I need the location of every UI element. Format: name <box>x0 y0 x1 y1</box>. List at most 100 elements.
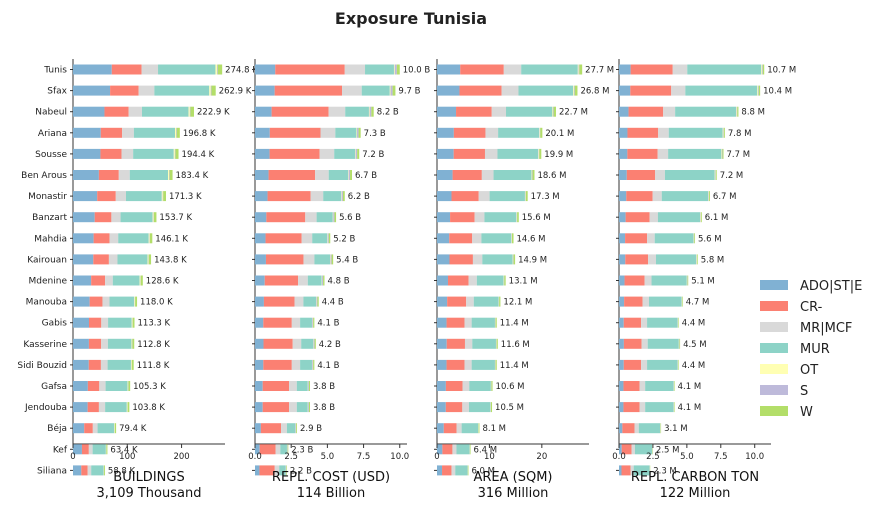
bar-segment <box>280 444 287 455</box>
bar-segment <box>316 212 333 223</box>
legend-label: S <box>800 384 808 399</box>
bar-segment <box>619 212 626 223</box>
bar-segment <box>627 148 658 159</box>
bar-segment <box>757 85 759 96</box>
x-tick-label: 2.5 <box>284 452 298 462</box>
bar-segment <box>518 85 574 96</box>
bar-segment <box>105 402 127 413</box>
bar-segment <box>73 338 89 349</box>
value-label: 103.8 K <box>132 403 165 413</box>
bar-segment <box>91 465 104 476</box>
bar-segment <box>274 85 343 96</box>
value-label: 7.8 M <box>728 129 752 139</box>
bar-segment <box>101 338 108 349</box>
bar-segment <box>517 212 519 223</box>
bar-segment <box>623 402 640 413</box>
bar-segment <box>134 296 135 307</box>
bar-segment <box>449 254 473 265</box>
bar-segment <box>295 423 297 434</box>
value-label: 7.3 B <box>364 129 386 139</box>
bar-segment <box>490 402 493 413</box>
value-label: 4.4 M <box>682 319 706 329</box>
bar-segment <box>446 317 465 328</box>
x-tick-label: 5.0 <box>321 452 335 462</box>
bar-segment <box>481 170 494 180</box>
bar-segment <box>152 212 154 223</box>
bar-segment <box>175 127 177 138</box>
bar-segment <box>624 275 645 286</box>
bar-segment <box>634 423 639 434</box>
value-label: 4.8 B <box>327 277 349 287</box>
bar-segment <box>394 64 397 75</box>
x-tick-label: 200 <box>173 452 189 462</box>
chart-legend: ADO|ST|E CR- MR|MCF MUR OT SW <box>760 279 862 420</box>
bar-segment <box>92 444 106 455</box>
bar-segment <box>453 127 486 138</box>
value-label: 6.7 M <box>713 192 737 202</box>
bar-segment <box>314 254 331 265</box>
bar-segment <box>619 85 631 96</box>
value-label: 8.1 M <box>482 424 506 434</box>
bar-segment <box>100 359 108 370</box>
bar-segment <box>619 233 626 244</box>
bar-segment <box>308 381 309 391</box>
bar-segment <box>108 317 132 328</box>
bar-segment <box>437 191 452 202</box>
bar-segment <box>539 148 542 159</box>
bar-segment <box>255 275 265 286</box>
bar-segment <box>319 148 335 159</box>
bar-segment <box>619 338 624 349</box>
bar-segment <box>88 444 93 455</box>
bar-segment <box>626 191 653 202</box>
bar-segment <box>437 85 460 96</box>
bar-segment <box>312 359 314 370</box>
bar-segment <box>497 148 539 159</box>
bar-segment <box>109 233 119 244</box>
bar-segment <box>442 444 453 455</box>
bar-segment <box>255 233 266 244</box>
value-label: 5.1 M <box>691 277 715 287</box>
bar-segment <box>286 465 287 476</box>
region-label: Ben Arous <box>21 171 67 181</box>
value-label: 26.8 M <box>580 87 609 97</box>
x-axis-label: REPL. COST (USD) <box>272 470 390 485</box>
bar-segment <box>630 465 634 476</box>
bar-segment <box>255 402 263 413</box>
bar-segment <box>265 254 304 265</box>
bar-segment <box>532 170 535 180</box>
bar-segment <box>437 465 443 476</box>
bar-segment <box>633 465 650 476</box>
value-label: 11.4 M <box>500 361 529 371</box>
bar-segment <box>92 423 98 434</box>
bar-segment <box>147 254 149 265</box>
bar-segment <box>455 465 468 476</box>
bar-segment <box>645 402 674 413</box>
value-label: 7.7 M <box>727 150 751 160</box>
bar-segment <box>674 402 675 413</box>
bar-segment <box>126 402 128 413</box>
bar-segment <box>149 233 153 244</box>
value-label: 262.9 K <box>219 87 252 97</box>
bar-segment <box>437 106 457 117</box>
bar-segment <box>511 233 514 244</box>
bar-segment <box>148 233 150 244</box>
bar-segment <box>447 296 467 307</box>
value-label: 6.1 M <box>705 213 729 223</box>
value-label: 11.6 M <box>501 340 530 350</box>
bar-segment <box>619 465 622 476</box>
bar-segment <box>342 85 362 96</box>
legend-swatch <box>760 406 788 416</box>
bar-segment <box>313 359 315 370</box>
value-label: 4.1 M <box>678 382 702 392</box>
bar-segment <box>664 170 715 180</box>
value-label: 2.9 B <box>300 424 322 434</box>
bar-segment <box>130 359 132 370</box>
bar-segment <box>674 381 675 391</box>
bar-segment <box>723 127 724 138</box>
bar-segment <box>133 127 176 138</box>
bar-segment <box>642 296 649 307</box>
bar-segment <box>330 254 332 265</box>
bar-segment <box>255 191 268 202</box>
bar-segment <box>114 423 117 434</box>
bar-segment <box>348 170 351 180</box>
